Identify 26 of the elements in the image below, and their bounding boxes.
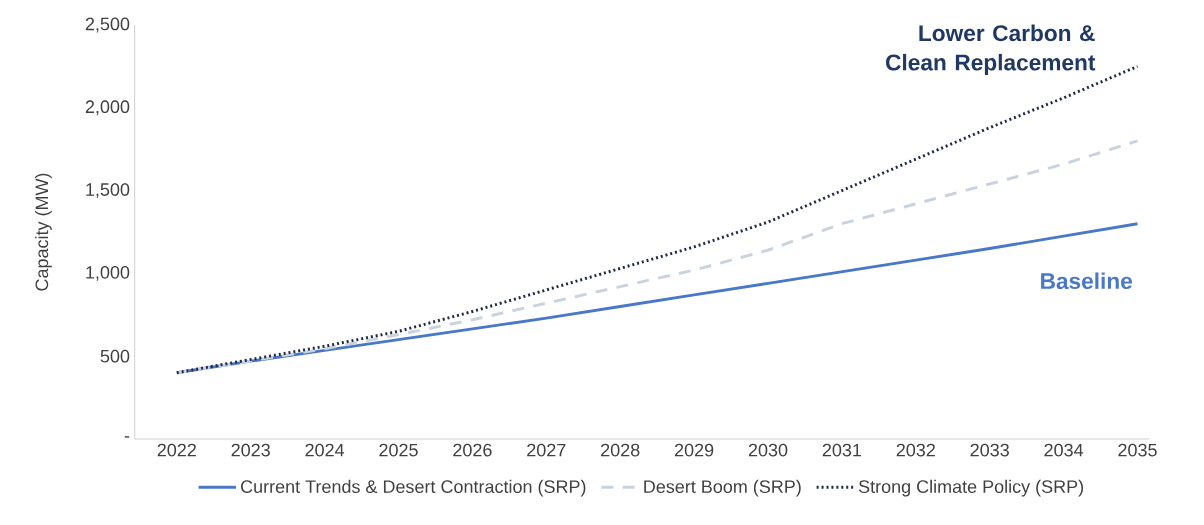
x-tick-label: 2028 xyxy=(601,443,640,457)
x-tick-label: 2027 xyxy=(527,443,566,457)
x-tick-label: 2026 xyxy=(453,443,492,457)
x-tick-label: 2033 xyxy=(970,443,1009,457)
x-tick-label: 2035 xyxy=(1118,443,1157,457)
y-tick-label: - xyxy=(124,436,130,438)
x-tick-label: 2030 xyxy=(748,443,788,457)
y-axis-title: Capacity (MW) xyxy=(34,173,52,291)
legend-label: Strong Climate Policy (SRP) xyxy=(858,479,1083,497)
y-tick-label: 500 xyxy=(100,349,130,363)
x-tick-label: 2034 xyxy=(1044,443,1084,457)
y-tick-label: 2,500 xyxy=(85,17,130,33)
legend-label: Current Trends & Desert Contraction (SRP) xyxy=(241,479,586,497)
x-tick-label: 2031 xyxy=(822,443,862,457)
x-tick-label: 2023 xyxy=(231,443,270,457)
annotation: Lower Carbon & Clean Replacement xyxy=(886,24,1096,76)
x-tick-label: 2032 xyxy=(896,443,935,457)
y-tick-label: 2,000 xyxy=(85,100,130,116)
x-tick-label: 2025 xyxy=(379,443,418,457)
x-tick-label: 2024 xyxy=(305,443,345,457)
legend-label: Desert Boom (SRP) xyxy=(644,479,801,497)
y-tick-label: 1,000 xyxy=(86,265,130,281)
y-tick-label: 1,500 xyxy=(86,183,130,199)
annotation: Baseline xyxy=(1041,272,1133,290)
x-tick-label: 2029 xyxy=(674,443,714,457)
x-tick-label: 2022 xyxy=(157,443,196,457)
